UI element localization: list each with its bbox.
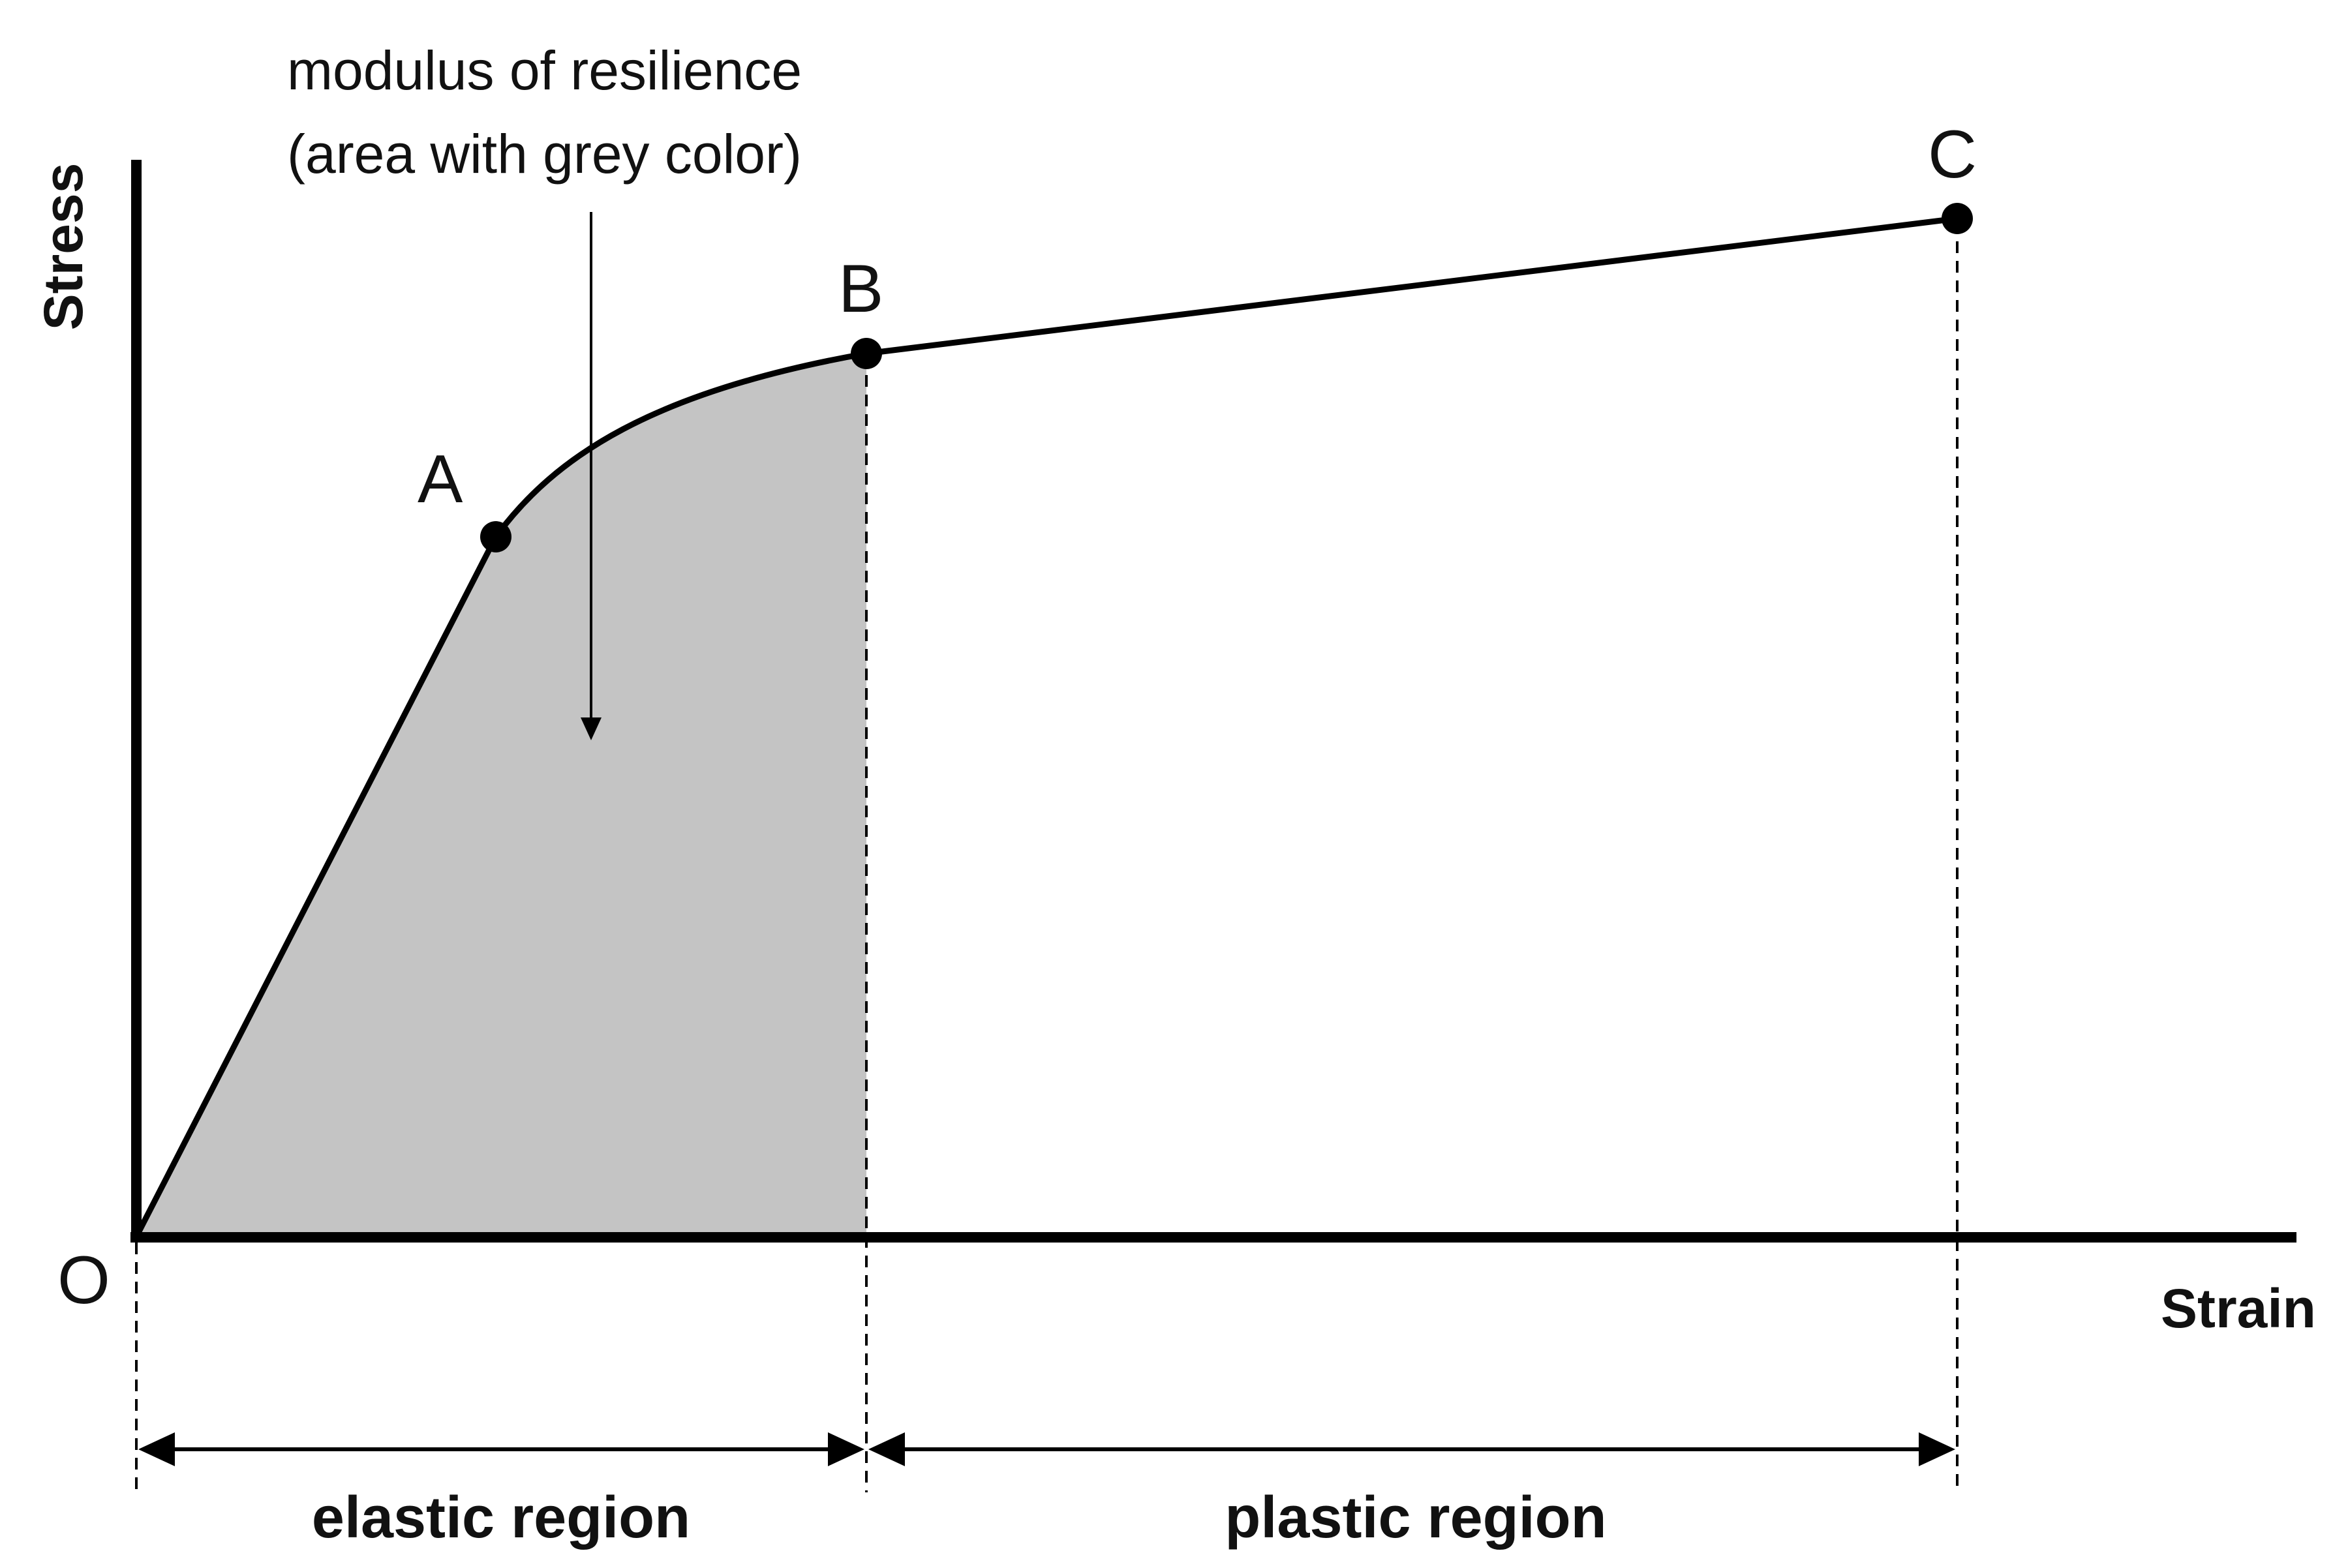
plastic-region-arrowhead-right [1919, 1432, 1955, 1466]
point-c [1942, 203, 1973, 234]
stress-strain-curve [133, 215, 1960, 1240]
origin-label: O [57, 1243, 110, 1318]
elastic-region-arrowhead-left [138, 1432, 175, 1466]
point-c-label: C [1928, 117, 1977, 192]
point-a [480, 521, 511, 552]
elastic-region-arrowhead-right [828, 1432, 864, 1466]
y-axis-label: Stress [33, 163, 94, 331]
plastic-region-arrowhead-left [868, 1432, 905, 1466]
point-a-label: A [418, 442, 463, 517]
annotation-arrowhead [581, 717, 602, 740]
point-b-label: B [838, 251, 883, 327]
elastic-region-label: elastic region [312, 1485, 690, 1550]
point-b [851, 338, 882, 369]
modulus-of-resilience-area [136, 354, 866, 1237]
plastic-region-label: plastic region [1225, 1485, 1606, 1550]
x-axis-label: Strain [2161, 1278, 2316, 1339]
annotation-line-1: modulus of resilience [287, 40, 802, 101]
annotation-line-2: (area with grey color) [287, 123, 802, 185]
